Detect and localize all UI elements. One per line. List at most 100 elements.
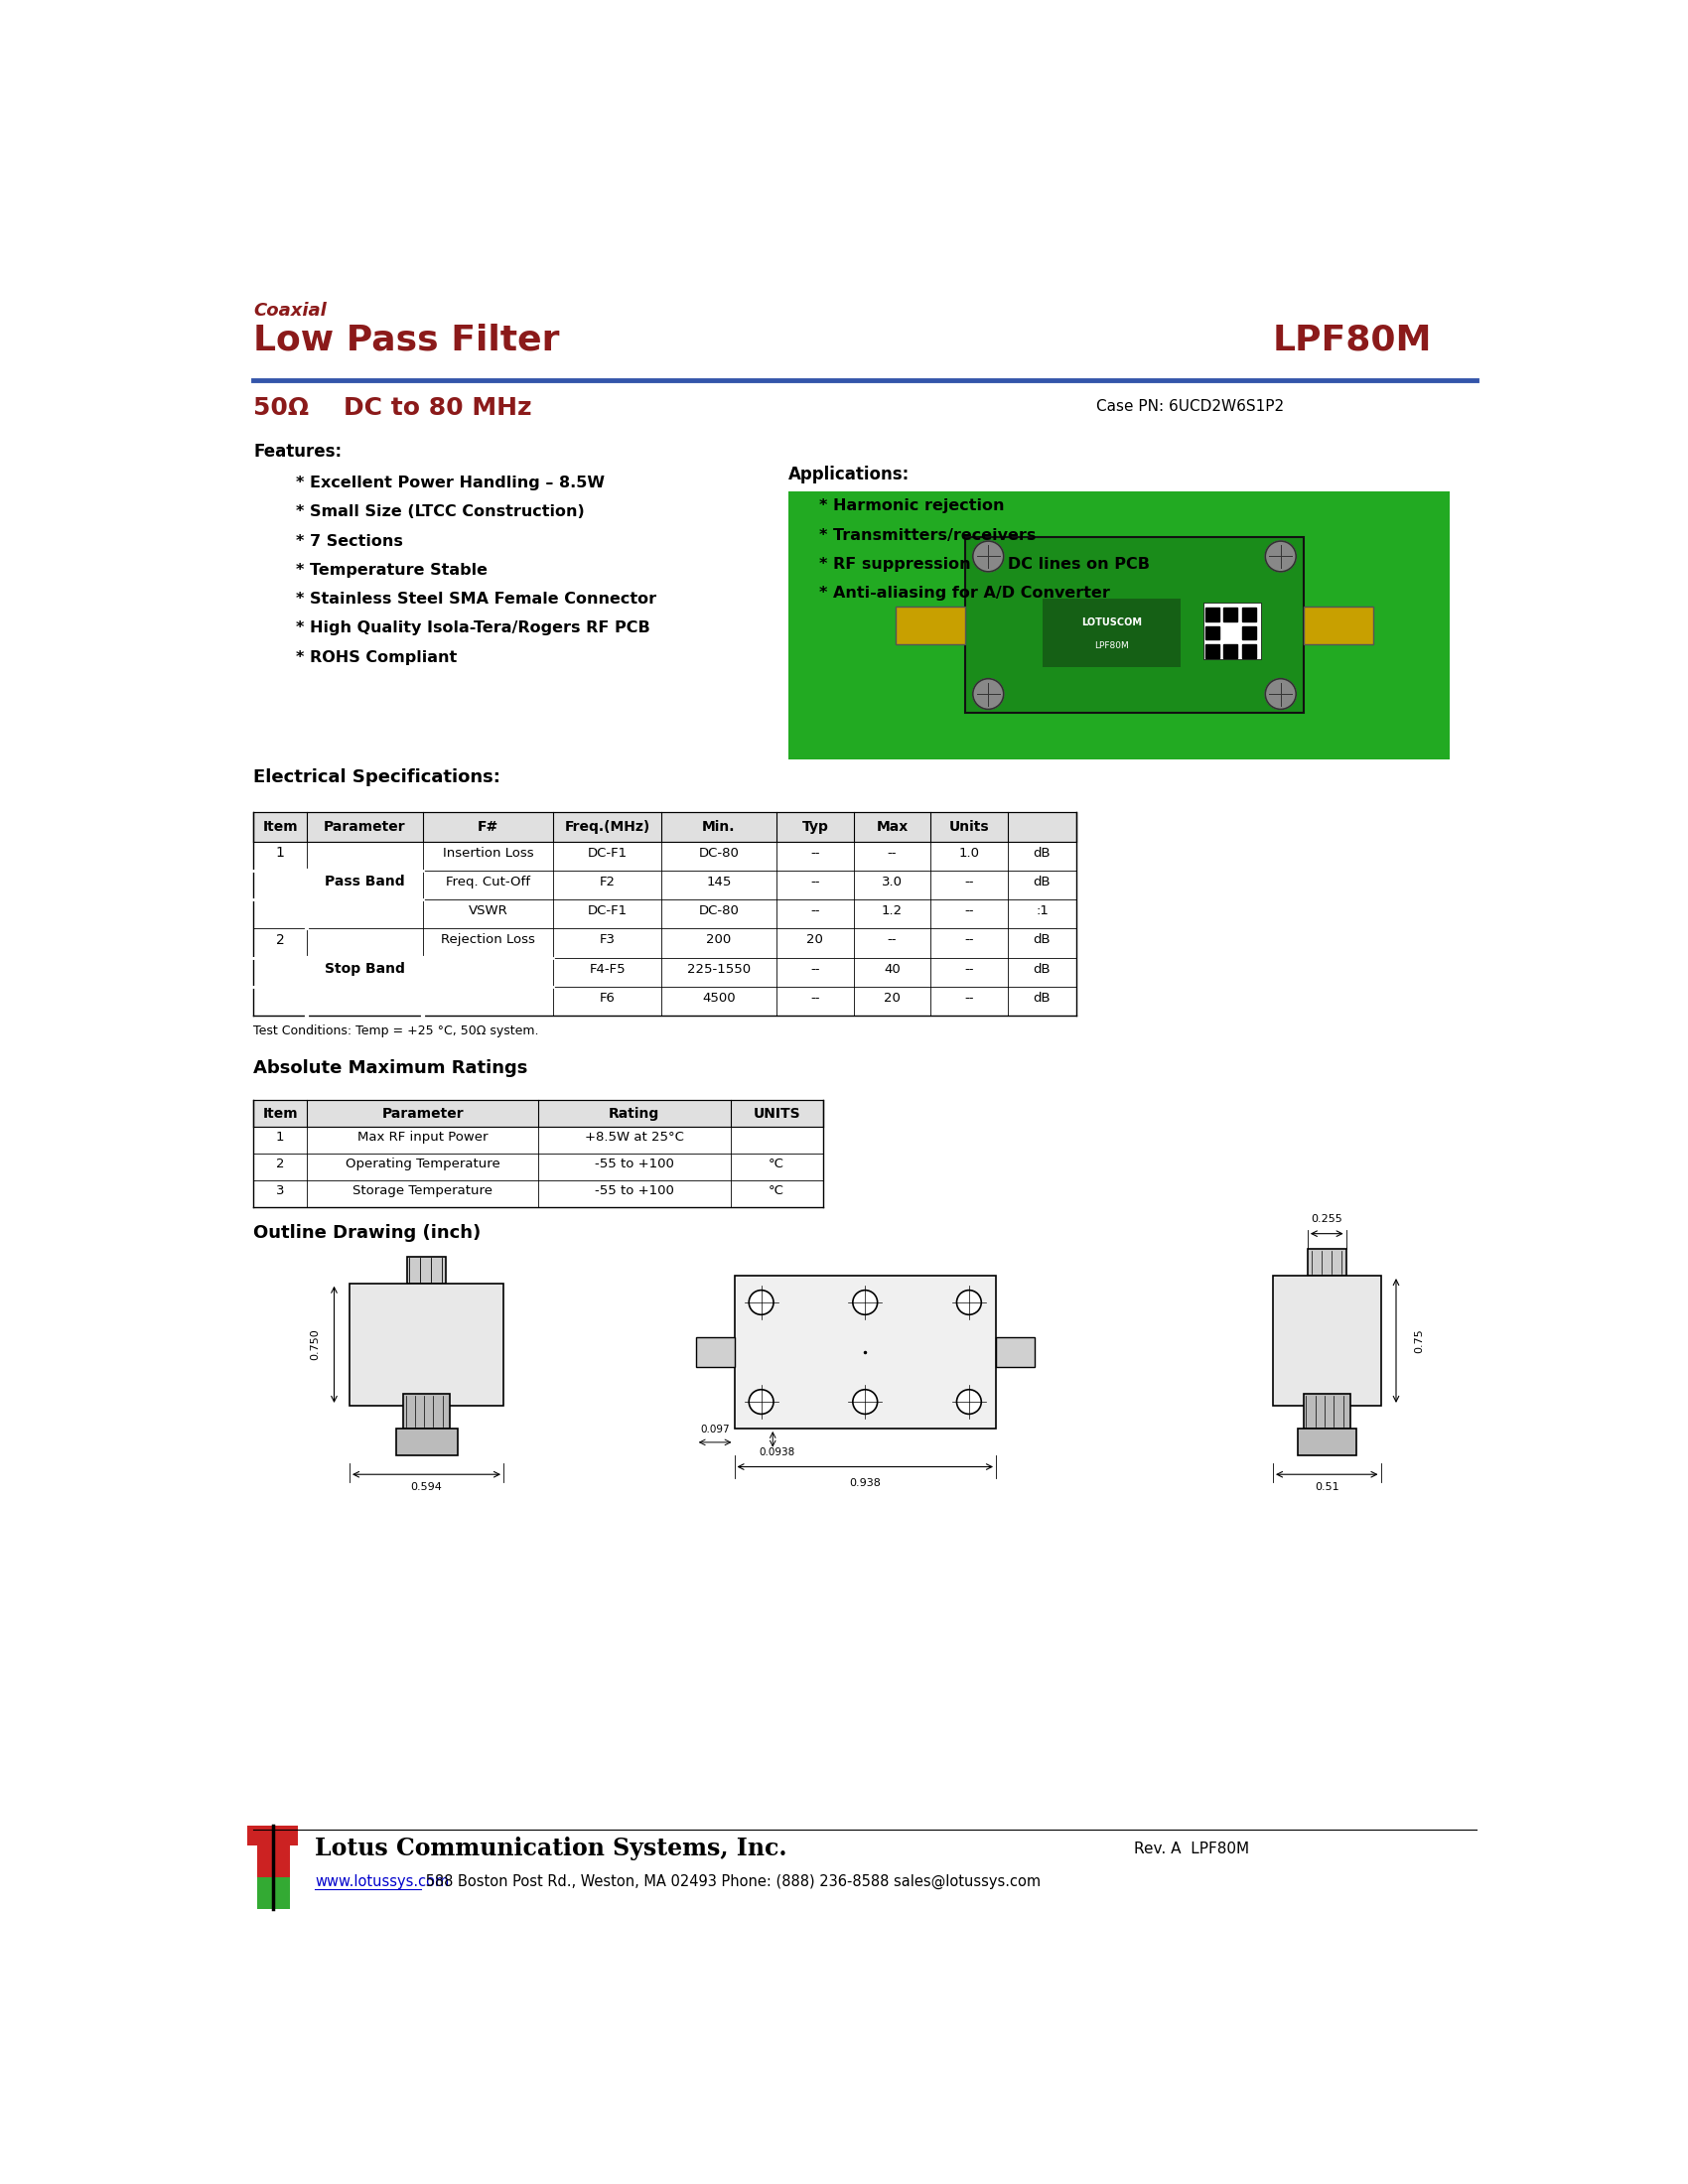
FancyBboxPatch shape: [403, 1393, 449, 1428]
Text: Absolute Maximum Ratings: Absolute Maximum Ratings: [253, 1059, 528, 1077]
Text: 1: 1: [275, 845, 285, 860]
FancyBboxPatch shape: [253, 928, 1077, 959]
Bar: [1242, 627, 1256, 640]
Text: Freq. Cut-Off: Freq. Cut-Off: [446, 876, 530, 889]
Text: Low Pass Filter: Low Pass Filter: [253, 323, 560, 356]
FancyBboxPatch shape: [1273, 1275, 1381, 1406]
Circle shape: [749, 1389, 773, 1413]
FancyBboxPatch shape: [966, 537, 1303, 712]
Text: 0.75: 0.75: [1415, 1328, 1425, 1352]
Text: 0.750: 0.750: [311, 1328, 319, 1361]
Text: 2: 2: [275, 933, 285, 948]
Text: dB: dB: [1033, 876, 1052, 889]
Text: * 7 Sections: * 7 Sections: [295, 533, 403, 548]
Circle shape: [1266, 679, 1296, 710]
Text: Features:: Features:: [253, 443, 341, 461]
Text: Applications:: Applications:: [788, 465, 910, 485]
Text: 3.0: 3.0: [881, 876, 903, 889]
Text: Stop Band: Stop Band: [324, 963, 405, 976]
Text: Parameter: Parameter: [381, 1107, 464, 1120]
Text: F2: F2: [599, 876, 614, 889]
Text: -55 to +100: -55 to +100: [594, 1184, 674, 1197]
Text: 20: 20: [807, 933, 824, 946]
Text: * Excellent Power Handling – 8.5W: * Excellent Power Handling – 8.5W: [295, 476, 604, 491]
Text: :1: :1: [1036, 904, 1048, 917]
Text: Max: Max: [876, 819, 908, 834]
Text: Rating: Rating: [609, 1107, 660, 1120]
Text: * Stainless Steel SMA Female Connector: * Stainless Steel SMA Female Connector: [295, 592, 657, 607]
Circle shape: [1266, 542, 1296, 572]
Text: +8.5W at 25°C: +8.5W at 25°C: [584, 1131, 684, 1144]
Text: 3: 3: [277, 1184, 285, 1197]
Circle shape: [749, 1291, 773, 1315]
Text: UNITS: UNITS: [753, 1107, 800, 1120]
Text: 1.2: 1.2: [881, 904, 903, 917]
FancyBboxPatch shape: [1041, 598, 1180, 668]
Text: --: --: [810, 904, 820, 917]
Text: * Small Size (LTCC Construction): * Small Size (LTCC Construction): [295, 505, 584, 520]
Text: Freq.(MHz): Freq.(MHz): [564, 819, 650, 834]
FancyBboxPatch shape: [257, 1845, 290, 1878]
Text: Outline Drawing (inch): Outline Drawing (inch): [253, 1223, 481, 1241]
Text: Electrical Specifications:: Electrical Specifications:: [253, 769, 500, 786]
Text: 145: 145: [706, 876, 731, 889]
Text: -55 to +100: -55 to +100: [594, 1158, 674, 1171]
Text: DC-F1: DC-F1: [587, 847, 628, 860]
FancyBboxPatch shape: [253, 1179, 822, 1208]
FancyBboxPatch shape: [349, 1284, 503, 1406]
Text: --: --: [964, 904, 974, 917]
Text: Units: Units: [949, 819, 989, 834]
Text: www.lotussys.com: www.lotussys.com: [316, 1874, 449, 1889]
Text: DC-80: DC-80: [699, 847, 739, 860]
Text: LPF80M: LPF80M: [1094, 642, 1129, 651]
Text: --: --: [964, 876, 974, 889]
Text: F3: F3: [599, 933, 614, 946]
Text: 1.0: 1.0: [959, 847, 979, 860]
Text: 0.097: 0.097: [701, 1424, 729, 1435]
Text: Pass Band: Pass Band: [324, 876, 405, 889]
FancyBboxPatch shape: [695, 1337, 734, 1367]
Text: --: --: [964, 933, 974, 946]
Text: Min.: Min.: [702, 819, 736, 834]
Text: Coaxial: Coaxial: [253, 301, 326, 319]
Bar: [1205, 627, 1219, 640]
FancyBboxPatch shape: [1303, 605, 1372, 644]
Text: 20: 20: [883, 992, 900, 1005]
Text: 225-1550: 225-1550: [687, 963, 751, 976]
FancyBboxPatch shape: [253, 957, 1077, 987]
Bar: [1224, 607, 1237, 620]
Text: * High Quality Isola-Tera/Rogers RF PCB: * High Quality Isola-Tera/Rogers RF PCB: [295, 620, 650, 636]
Circle shape: [957, 1291, 981, 1315]
Bar: [1224, 644, 1237, 657]
Text: dB: dB: [1033, 963, 1052, 976]
Text: LOTUSCOM: LOTUSCOM: [1080, 618, 1141, 627]
Text: DC-F1: DC-F1: [587, 904, 628, 917]
Text: °C: °C: [768, 1158, 785, 1171]
Text: * Transmitters/receivers: * Transmitters/receivers: [819, 529, 1036, 542]
FancyBboxPatch shape: [896, 605, 966, 644]
FancyBboxPatch shape: [996, 1337, 1035, 1367]
Text: 200: 200: [706, 933, 731, 946]
Text: * ROHS Compliant: * ROHS Compliant: [295, 651, 457, 664]
Text: * Temperature Stable: * Temperature Stable: [295, 563, 488, 579]
FancyBboxPatch shape: [253, 841, 1077, 871]
Text: Rejection Loss: Rejection Loss: [441, 933, 535, 946]
Text: --: --: [810, 847, 820, 860]
FancyBboxPatch shape: [253, 1127, 822, 1153]
Text: --: --: [964, 963, 974, 976]
Text: dB: dB: [1033, 933, 1052, 946]
Text: Case PN: 6UCD2W6S1P2: Case PN: 6UCD2W6S1P2: [1096, 400, 1285, 415]
Text: * Anti-aliasing for A/D Converter: * Anti-aliasing for A/D Converter: [819, 585, 1109, 601]
FancyBboxPatch shape: [253, 1153, 822, 1179]
FancyBboxPatch shape: [1298, 1428, 1355, 1455]
Bar: [1205, 607, 1219, 620]
Text: dB: dB: [1033, 847, 1052, 860]
Bar: [1242, 644, 1256, 657]
Text: LPF80M: LPF80M: [1273, 323, 1433, 356]
FancyBboxPatch shape: [395, 1428, 457, 1455]
Text: --: --: [888, 933, 896, 946]
Text: 0.255: 0.255: [1312, 1214, 1342, 1225]
FancyBboxPatch shape: [253, 900, 1077, 928]
Text: Insertion Loss: Insertion Loss: [442, 847, 533, 860]
Text: F4-F5: F4-F5: [589, 963, 626, 976]
